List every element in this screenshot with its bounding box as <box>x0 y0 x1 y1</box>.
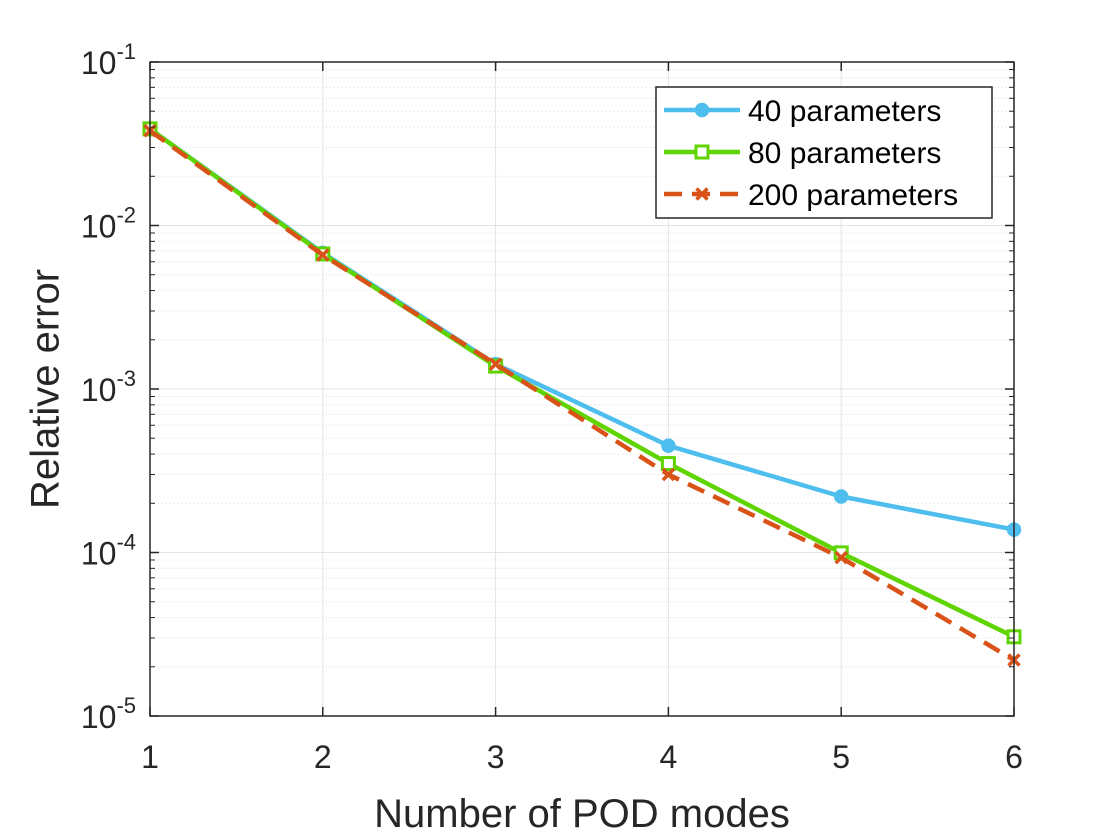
data-point <box>488 357 503 371</box>
y-tick-label: 10-5 <box>81 693 136 735</box>
legend-label: 200 parameters <box>748 179 958 212</box>
y-tick-label: 10-1 <box>81 39 136 81</box>
legend-marker <box>694 102 710 118</box>
legend-label: 40 parameters <box>748 95 941 128</box>
series-3 <box>143 123 1021 667</box>
legend-item: 80 parameters <box>664 137 941 170</box>
x-tick-label: 2 <box>314 739 332 775</box>
x-tick-label: 3 <box>487 739 505 775</box>
legend-marker <box>694 144 710 160</box>
legend: 40 parameters 80 parameters 200 parameters <box>655 86 993 219</box>
series-layer <box>142 121 1022 667</box>
x-tick-label: 6 <box>1005 739 1023 775</box>
data-point <box>661 438 676 453</box>
legend-label: 80 parameters <box>748 137 941 170</box>
y-tick-label: 10-3 <box>81 366 136 408</box>
x-tick-label: 1 <box>141 739 159 775</box>
legend-item: 40 parameters <box>664 95 941 128</box>
data-point <box>833 489 849 504</box>
x-axis-title: Number of POD modes <box>374 792 790 836</box>
data-point <box>316 248 330 262</box>
tick-labels: 1 2 3 4 5 6 10-5 10-4 10-3 10-2 10-1 <box>81 39 1023 775</box>
legend-item: 200 parameters <box>664 179 958 212</box>
x-tick-label: 5 <box>832 739 850 775</box>
y-axis-title: Relative error <box>24 269 68 509</box>
data-point <box>661 467 676 482</box>
y-tick-label: 10-4 <box>81 530 136 572</box>
x-tick-label: 4 <box>660 739 678 775</box>
minor-grid <box>150 68 1014 668</box>
y-tick-label: 10-2 <box>81 203 136 245</box>
series-line <box>148 128 1016 662</box>
axes-layer <box>149 61 1015 717</box>
data-point <box>834 550 848 565</box>
data-point <box>660 456 676 472</box>
legend-marker <box>695 187 709 201</box>
